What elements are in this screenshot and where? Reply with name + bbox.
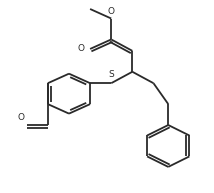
Text: O: O xyxy=(108,7,115,16)
Text: O: O xyxy=(78,44,85,53)
Text: S: S xyxy=(108,70,114,79)
Text: O: O xyxy=(18,113,25,122)
